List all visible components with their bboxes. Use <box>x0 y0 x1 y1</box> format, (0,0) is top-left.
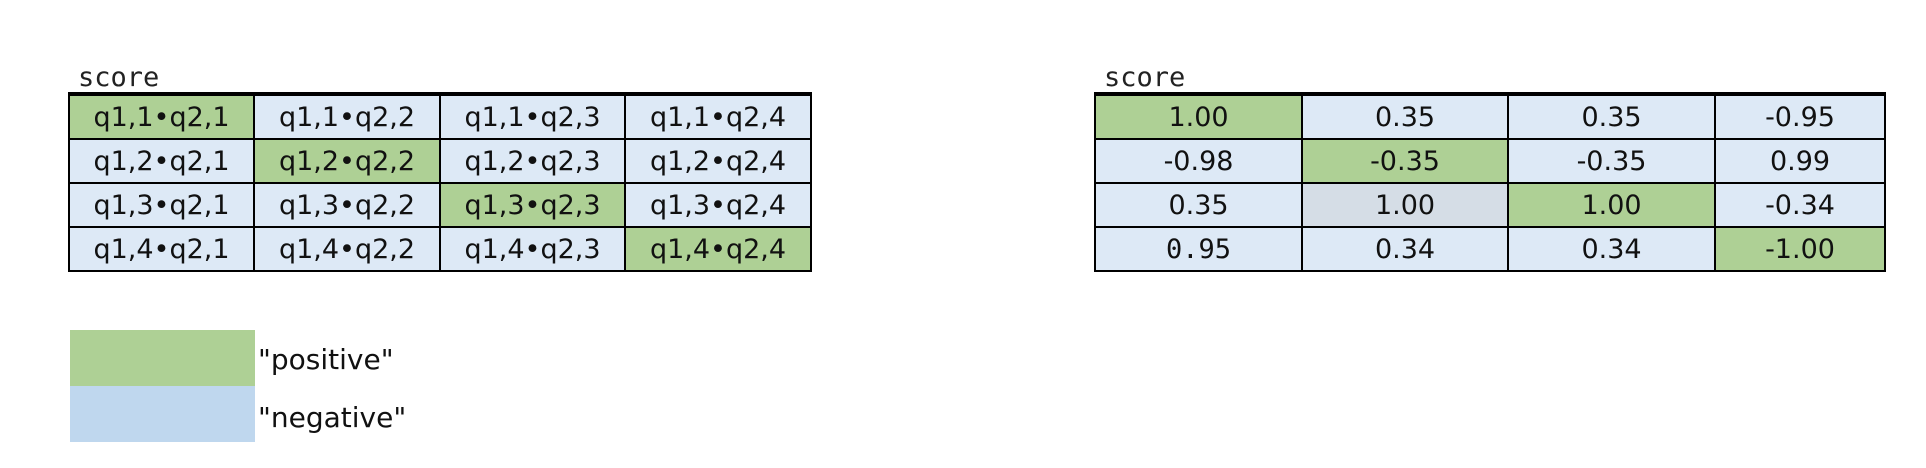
right-score-cell-r1-c2: 0.35 <box>1301 93 1509 140</box>
right-score-row: 0.95 0.34 0.34 -1.00 <box>1094 226 1886 272</box>
right-score-cell-r2-c3: -0.35 <box>1507 138 1716 184</box>
left-score-table: q1,1•q2,1 q1,1•q2,2 q1,1•q2,3 q1,1•q2,4 q1,2… <box>68 92 812 272</box>
left-score-cell-r2-c4: q1,2•q2,4 <box>624 138 812 184</box>
right-score-cell-r4-c1: 0.95 <box>1094 226 1303 272</box>
left-score-cell-r4-c2: q1,4•q2,2 <box>253 226 441 272</box>
right-score-cell-r4-c2: 0.34 <box>1301 226 1509 272</box>
legend-positive-label: "positive" <box>258 343 394 376</box>
left-score-cell-r1-c2: q1,1•q2,2 <box>253 93 441 140</box>
right-score-cell-r4-c4: -1.00 <box>1714 226 1886 272</box>
right-score-cell-r1-c1: 1.00 <box>1094 93 1303 140</box>
left-score-cell-r1-c3: q1,1•q2,3 <box>439 93 626 140</box>
left-score-caption: score <box>78 62 160 93</box>
right-score-cell-r2-c2: -0.35 <box>1301 138 1509 184</box>
left-score-cell-r2-c1: q1,2•q2,1 <box>68 138 255 184</box>
right-score-cell-r3-c3: 1.00 <box>1507 182 1716 228</box>
right-score-cell-r3-c4: -0.34 <box>1714 182 1886 228</box>
left-score-cell-r1-c1: q1,1•q2,1 <box>68 93 255 140</box>
right-score-cell-r2-c1: -0.98 <box>1094 138 1303 184</box>
right-score-row: 0.35 1.00 1.00 -0.34 <box>1094 182 1886 228</box>
left-score-cell-r4-c3: q1,4•q2,3 <box>439 226 626 272</box>
left-score-cell-r2-c2: q1,2•q2,2 <box>253 138 441 184</box>
right-score-cell-r1-c3: 0.35 <box>1507 93 1716 140</box>
left-score-row: q1,3•q2,1 q1,3•q2,2 q1,3•q2,3 q1,3•q2,4 <box>68 182 812 228</box>
right-score-cell-r3-c2: 1.00 <box>1301 182 1509 228</box>
right-score-row: 1.00 0.35 0.35 -0.95 <box>1094 93 1886 140</box>
left-score-cell-r3-c4: q1,3•q2,4 <box>624 182 812 228</box>
right-score-cell-r3-c1: 0.35 <box>1094 182 1303 228</box>
left-score-row: q1,1•q2,1 q1,1•q2,2 q1,1•q2,3 q1,1•q2,4 <box>68 93 812 140</box>
right-score-cell-r1-c4: -0.95 <box>1714 93 1886 140</box>
right-score-cell-r2-c4: 0.99 <box>1714 138 1886 184</box>
left-score-cell-r1-c4: q1,1•q2,4 <box>624 93 812 140</box>
left-score-cell-r4-c1: q1,4•q2,1 <box>68 226 255 272</box>
right-score-table: 1.00 0.35 0.35 -0.95 -0.98 -0.35 -0.35 0.99 0.35… <box>1094 92 1886 272</box>
legend-negative-label: "negative" <box>258 401 407 434</box>
left-score-cell-r4-c4: q1,4•q2,4 <box>624 226 812 272</box>
right-score-cell-r4-c3: 0.34 <box>1507 226 1716 272</box>
legend-negative-swatch <box>70 386 255 442</box>
left-score-cell-r3-c2: q1,3•q2,2 <box>253 182 441 228</box>
legend-positive-swatch <box>70 330 255 386</box>
right-score-caption: score <box>1104 62 1186 93</box>
left-score-cell-r3-c1: q1,3•q2,1 <box>68 182 255 228</box>
left-score-row: q1,2•q2,1 q1,2•q2,2 q1,2•q2,3 q1,2•q2,4 <box>68 138 812 184</box>
right-score-row: -0.98 -0.35 -0.35 0.99 <box>1094 138 1886 184</box>
left-score-cell-r2-c3: q1,2•q2,3 <box>439 138 626 184</box>
left-score-row: q1,4•q2,1 q1,4•q2,2 q1,4•q2,3 q1,4•q2,4 <box>68 226 812 272</box>
left-score-cell-r3-c3: q1,3•q2,3 <box>439 182 626 228</box>
